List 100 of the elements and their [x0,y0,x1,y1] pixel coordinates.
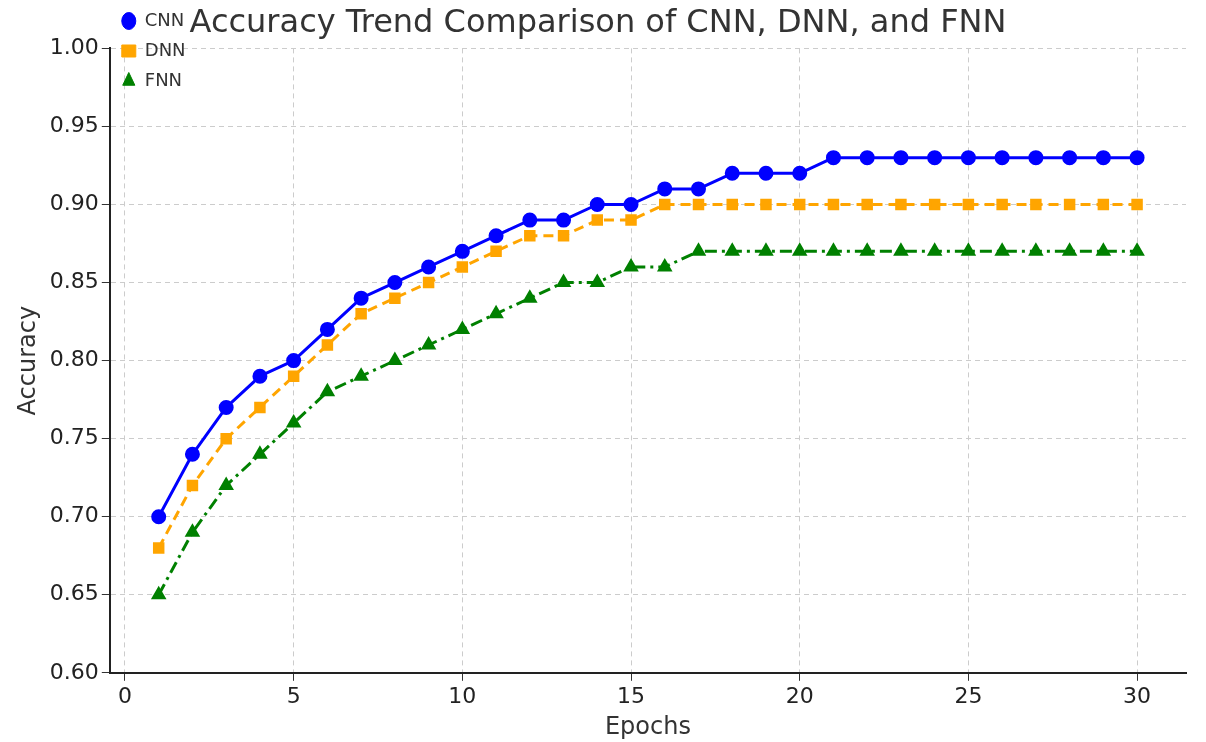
point [1028,150,1044,166]
point [286,353,302,369]
point [219,477,233,490]
point [524,229,536,242]
point [286,415,301,428]
point [827,198,840,211]
point [995,243,1009,256]
point [1062,150,1078,166]
point [252,368,268,384]
point [1129,150,1145,166]
legend-label: CNN [144,8,185,30]
y-tick-label: 0.85 [49,268,99,294]
point [1130,243,1144,256]
point [488,228,504,244]
point [388,353,402,366]
point [218,399,234,415]
point [1030,198,1042,211]
point [725,243,739,256]
point [185,524,200,537]
point [454,243,470,259]
point [1062,243,1077,256]
point [589,197,605,212]
point [760,198,772,211]
chart-title: Accuracy Trend Comparison of CNN, DNN, and FNN [189,1,1007,40]
point [658,259,672,272]
point [320,384,335,397]
point [184,446,200,462]
point [421,337,436,350]
y-tick-label: 0.90 [49,190,99,216]
point [759,243,773,256]
point [758,165,774,181]
point [825,150,841,166]
x-tick-label: 0 [117,682,132,708]
point [928,198,941,211]
point [353,290,369,306]
x-tick-label: 25 [954,682,983,708]
point [792,165,808,181]
point [355,308,367,320]
x-tick-label: 5 [286,682,301,708]
point [962,198,975,211]
point [287,370,300,382]
point [894,243,908,256]
point [895,198,907,211]
point [489,306,503,319]
x-tick-label: 15 [617,682,646,708]
y-tick-label: 0.65 [49,580,99,606]
y-tick-label: 1.00 [49,34,99,60]
point [321,339,334,351]
point [691,181,706,197]
point [691,243,706,256]
point [387,275,403,291]
point [556,275,571,288]
legend-label: FNN [144,68,183,90]
point [389,292,401,304]
point [893,150,909,166]
point [996,198,1008,211]
point [1063,198,1076,211]
x-tick-label: 10 [448,682,477,708]
point [861,198,873,211]
x-tick-label: 20 [785,682,814,708]
point [657,181,673,197]
point [590,275,604,288]
point [960,150,976,166]
point [220,432,232,445]
point [726,198,738,211]
point [354,368,368,381]
point [523,290,537,303]
point [859,150,875,166]
point [927,243,942,256]
point [455,321,470,334]
point [421,259,437,275]
point [186,479,199,492]
point [152,542,165,554]
point [591,214,604,226]
point [422,276,435,289]
point [254,401,266,414]
x-tick-label: 30 [1123,682,1152,708]
point [456,261,469,273]
point [522,212,538,228]
point [490,245,502,258]
legend-label: DNN [144,38,186,60]
point [1029,243,1043,256]
point [659,198,671,211]
x-axis-title: Epochs [604,711,691,740]
point [1131,198,1143,211]
point [724,165,740,181]
y-tick-label: 0.75 [49,424,99,450]
point [625,214,637,226]
point [624,259,638,272]
point [556,212,572,228]
point [151,509,167,525]
point [927,150,943,166]
point [793,198,806,211]
point [319,321,335,337]
y-tick-label: 0.60 [49,658,99,684]
point [826,243,841,256]
point [692,198,705,211]
point [994,150,1010,166]
y-tick-label: 0.95 [49,112,99,138]
point [1095,150,1111,166]
